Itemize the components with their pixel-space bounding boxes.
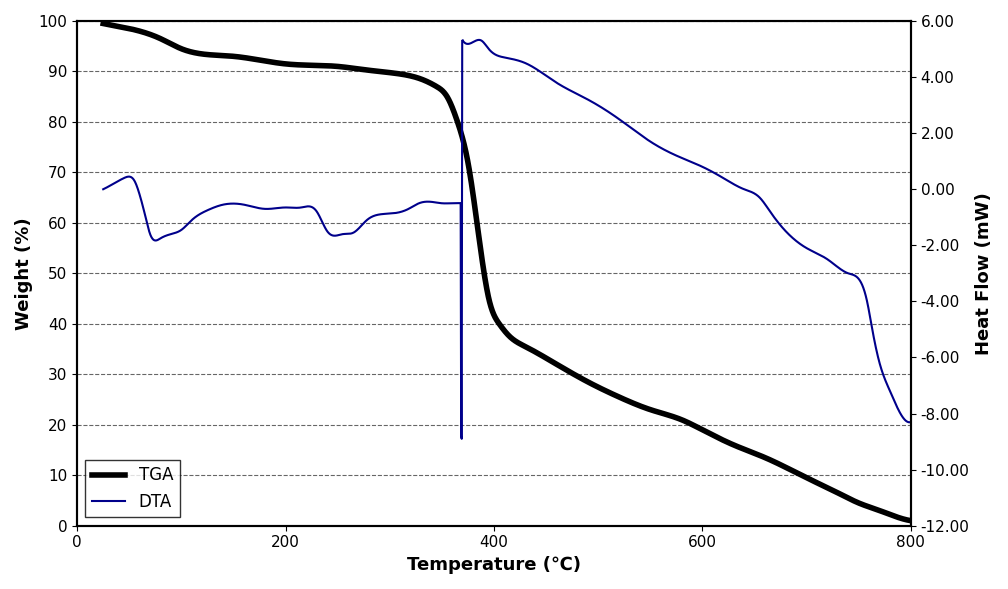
TGA (407, 73, 419, 80)
DTA (457, 37, 469, 44)
TGA (905, 517, 917, 524)
TGA (190, 49, 202, 57)
DTA (492, 52, 504, 59)
DTA (903, 419, 915, 426)
Y-axis label: Weight (%): Weight (%) (15, 217, 33, 330)
X-axis label: Temperature (℃): Temperature (℃) (407, 556, 581, 574)
Y-axis label: Heat Flow (mW): Heat Flow (mW) (975, 192, 993, 355)
TGA (97, 20, 109, 27)
DTA (905, 418, 917, 425)
Line: TGA: TGA (103, 24, 911, 521)
Line: DTA: DTA (463, 40, 911, 422)
DTA (510, 57, 522, 64)
DTA (656, 145, 668, 153)
TGA (442, 95, 454, 102)
DTA (647, 140, 659, 147)
Legend: TGA, DTA: TGA, DTA (86, 460, 180, 517)
TGA (237, 54, 249, 61)
DTA (664, 150, 676, 157)
TGA (889, 513, 901, 520)
DTA (712, 171, 724, 178)
DTA (473, 37, 485, 44)
TGA (802, 475, 814, 482)
